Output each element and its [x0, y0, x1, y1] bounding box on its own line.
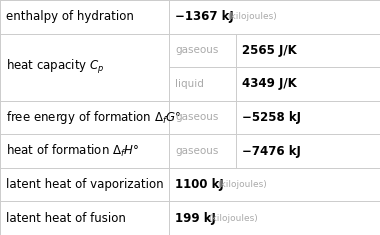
Text: (kilojoules): (kilojoules) — [227, 12, 277, 21]
Text: gaseous: gaseous — [175, 113, 218, 122]
Text: −5258 kJ: −5258 kJ — [242, 111, 301, 124]
Text: (kilojoules): (kilojoules) — [217, 180, 267, 189]
Text: 4349 J/K: 4349 J/K — [242, 77, 296, 90]
Text: enthalpy of hydration: enthalpy of hydration — [6, 10, 134, 23]
Text: gaseous: gaseous — [175, 45, 218, 55]
Text: (kilojoules): (kilojoules) — [208, 214, 258, 223]
Text: latent heat of vaporization: latent heat of vaporization — [6, 178, 164, 191]
Text: free energy of formation $\Delta_f G°$: free energy of formation $\Delta_f G°$ — [6, 109, 181, 126]
Text: gaseous: gaseous — [175, 146, 218, 156]
Text: liquid: liquid — [175, 79, 204, 89]
Text: heat capacity $C_p$: heat capacity $C_p$ — [6, 58, 104, 76]
Text: heat of formation $\Delta_f H°$: heat of formation $\Delta_f H°$ — [6, 143, 139, 159]
Text: 2565 J/K: 2565 J/K — [242, 44, 296, 57]
Text: 1100 kJ: 1100 kJ — [175, 178, 224, 191]
Text: 199 kJ: 199 kJ — [175, 212, 216, 225]
Text: −7476 kJ: −7476 kJ — [242, 145, 301, 158]
Text: latent heat of fusion: latent heat of fusion — [6, 212, 126, 225]
Text: −1367 kJ: −1367 kJ — [175, 10, 234, 23]
